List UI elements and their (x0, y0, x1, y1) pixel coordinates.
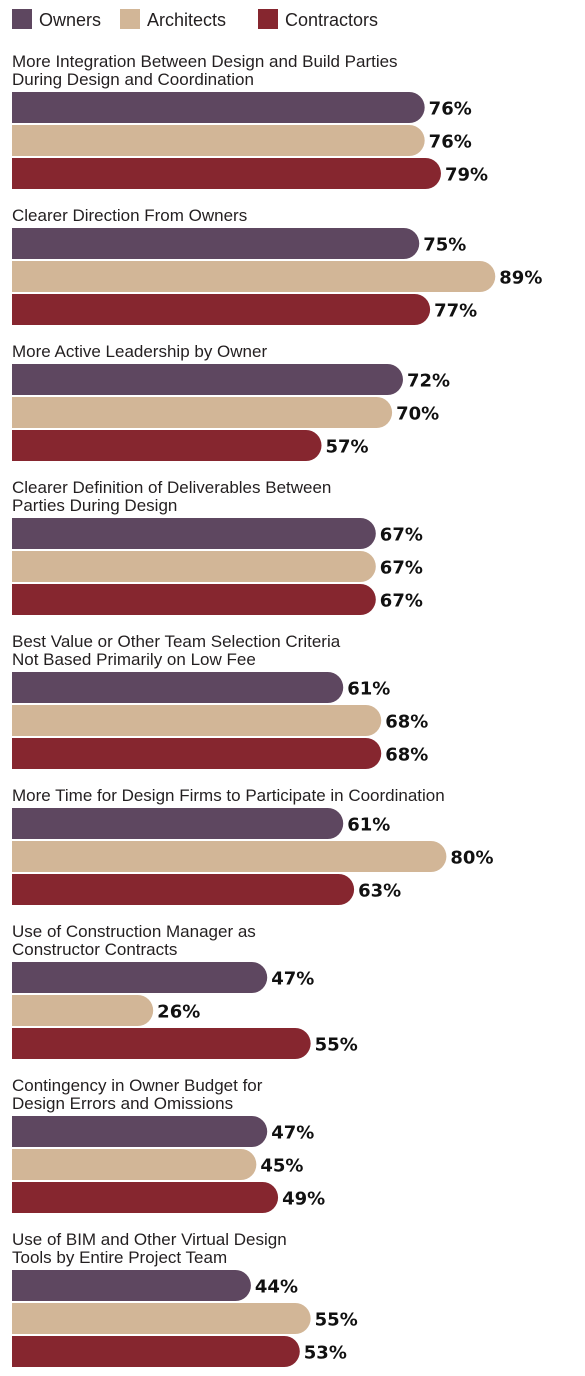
value-label-architects: 76% (429, 132, 472, 153)
value-label-architects: 89% (499, 268, 542, 289)
legend-swatch-owners (12, 9, 32, 29)
category-label: Parties During Design (12, 496, 177, 515)
value-label-contractors: 55% (315, 1035, 358, 1056)
bar-architects (12, 1303, 311, 1334)
value-label-owners: 76% (429, 99, 472, 120)
category-label: Clearer Direction From Owners (12, 206, 247, 225)
bar-architects (12, 397, 393, 428)
category-label: Design Errors and Omissions (12, 1094, 233, 1113)
legend-label-owners: Owners (39, 10, 101, 30)
category-group: Use of BIM and Other Virtual DesignTools… (12, 1230, 358, 1367)
bar-contractors (12, 874, 355, 905)
category-label: During Design and Coordination (12, 70, 254, 89)
value-label-owners: 67% (380, 525, 423, 546)
bar-architects (12, 261, 496, 292)
bar-owners (12, 962, 268, 993)
category-group: More Time for Design Firms to Participat… (12, 786, 493, 905)
bar-contractors (12, 584, 376, 615)
value-label-architects: 80% (450, 848, 493, 869)
bar-contractors (12, 1336, 300, 1367)
bar-architects (12, 705, 382, 736)
legend-item-owners: Owners (12, 9, 101, 30)
category-label: Best Value or Other Team Selection Crite… (12, 632, 341, 651)
category-group: Clearer Definition of Deliverables Betwe… (12, 478, 423, 615)
category-label: Constructor Contracts (12, 940, 177, 959)
category-label: Clearer Definition of Deliverables Betwe… (12, 478, 331, 497)
bar-contractors (12, 294, 431, 325)
value-label-owners: 61% (347, 679, 390, 700)
category-label: Not Based Primarily on Low Fee (12, 650, 256, 669)
bar-owners (12, 364, 403, 395)
category-group: Use of Construction Manager asConstructo… (12, 922, 358, 1059)
bar-contractors (12, 430, 322, 461)
category-group: Clearer Direction From Owners 75% 89% 77% (12, 206, 542, 325)
value-label-architects: 26% (157, 1002, 200, 1023)
category-label: More Integration Between Design and Buil… (12, 52, 398, 71)
value-label-contractors: 79% (445, 165, 488, 186)
bar-owners (12, 518, 376, 549)
legend-label-architects: Architects (147, 10, 226, 30)
bar-owners (12, 1270, 251, 1301)
value-label-owners: 47% (271, 1123, 314, 1144)
value-label-contractors: 63% (358, 881, 401, 902)
bar-architects (12, 125, 425, 156)
value-label-architects: 70% (396, 404, 439, 425)
bar-owners (12, 92, 425, 123)
bar-contractors (12, 738, 382, 769)
bar-owners (12, 808, 344, 839)
bar-architects (12, 841, 447, 872)
category-group: More Active Leadership by Owner 72% 70% 57% (12, 342, 450, 461)
legend: Owners Architects Contractors (12, 9, 378, 30)
bar-contractors (12, 1028, 311, 1059)
category-groups: More Integration Between Design and Buil… (12, 52, 542, 1367)
value-label-contractors: 57% (326, 437, 369, 458)
category-label: Use of BIM and Other Virtual Design (12, 1230, 287, 1249)
value-label-owners: 75% (423, 235, 466, 256)
bar-architects (12, 551, 376, 582)
value-label-owners: 47% (271, 969, 314, 990)
bar-owners (12, 228, 420, 259)
category-group: Best Value or Other Team Selection Crite… (12, 632, 428, 769)
value-label-architects: 67% (380, 558, 423, 579)
bar-architects (12, 995, 154, 1026)
legend-swatch-architects (120, 9, 140, 29)
category-label: More Active Leadership by Owner (12, 342, 267, 361)
bar-contractors (12, 158, 441, 189)
bar-contractors (12, 1182, 279, 1213)
category-label: Tools by Entire Project Team (12, 1248, 227, 1267)
legend-label-contractors: Contractors (285, 10, 378, 30)
value-label-contractors: 49% (282, 1189, 325, 1210)
bar-architects (12, 1149, 257, 1180)
value-label-contractors: 53% (304, 1343, 347, 1364)
bar-owners (12, 672, 344, 703)
category-label: Contingency in Owner Budget for (12, 1076, 263, 1095)
value-label-contractors: 67% (380, 591, 423, 612)
value-label-owners: 61% (347, 815, 390, 836)
legend-item-architects: Architects (120, 9, 226, 30)
value-label-contractors: 77% (434, 301, 477, 322)
value-label-architects: 55% (315, 1310, 358, 1331)
value-label-architects: 68% (385, 712, 428, 733)
legend-item-contractors: Contractors (258, 9, 378, 30)
category-group: More Integration Between Design and Buil… (12, 52, 488, 189)
value-label-architects: 45% (260, 1156, 303, 1177)
category-label: Use of Construction Manager as (12, 922, 256, 941)
bar-owners (12, 1116, 268, 1147)
value-label-contractors: 68% (385, 745, 428, 766)
value-label-owners: 72% (407, 371, 450, 392)
legend-swatch-contractors (258, 9, 278, 29)
category-label: More Time for Design Firms to Participat… (12, 786, 445, 805)
value-label-owners: 44% (255, 1277, 298, 1298)
